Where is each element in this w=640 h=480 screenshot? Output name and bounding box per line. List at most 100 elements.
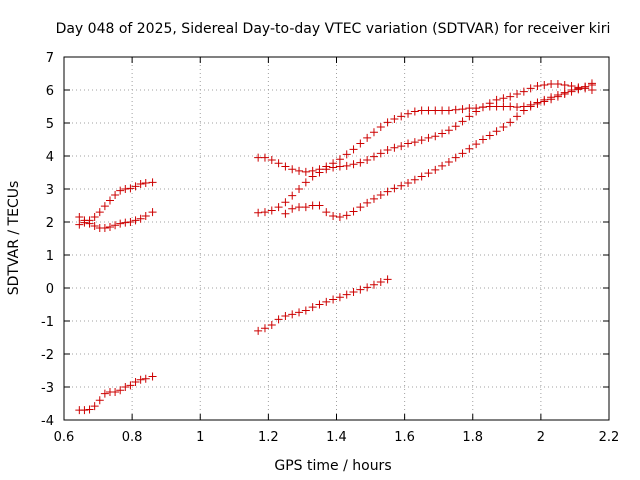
data-point: [451, 122, 460, 131]
data-point: [281, 209, 290, 218]
data-point: [131, 182, 140, 191]
data-point: [131, 378, 140, 387]
data-point: [472, 107, 481, 116]
data-point: [404, 139, 413, 148]
data-point: [424, 169, 433, 178]
data-point: [121, 383, 130, 391]
data-point: [288, 165, 297, 174]
data-point: [121, 218, 130, 227]
data-point: [136, 375, 145, 384]
data-point: [267, 206, 276, 215]
data-point: [260, 153, 269, 162]
data-point: [410, 175, 419, 184]
data-point: [397, 181, 406, 190]
data-point: [274, 159, 283, 168]
data-point: [349, 145, 358, 154]
data-point: [85, 405, 94, 414]
data-point: [349, 287, 358, 296]
data-point: [404, 109, 413, 118]
data-point: [560, 81, 569, 90]
data-point: [465, 144, 474, 153]
data-point: [281, 198, 290, 207]
series-track-f-bottom: [281, 79, 596, 222]
data-point: [254, 153, 263, 162]
data-point: [121, 185, 130, 193]
data-point: [519, 106, 528, 115]
data-point: [100, 389, 109, 398]
data-point: [95, 396, 104, 405]
data-point: [458, 149, 467, 158]
data-point: [148, 372, 157, 381]
data-point: [424, 133, 433, 142]
data-point: [274, 315, 283, 324]
data-point: [356, 285, 365, 294]
data-point: [431, 132, 440, 141]
data-point: [131, 216, 140, 225]
data-point: [126, 381, 135, 390]
x-tick-label: 2: [537, 430, 545, 445]
data-point: [105, 222, 114, 231]
data-point: [80, 406, 89, 415]
data-point: [397, 112, 406, 121]
data-point: [383, 275, 392, 284]
data-point: [335, 162, 344, 171]
data-point: [281, 312, 290, 321]
data-point: [363, 155, 372, 164]
data-point: [390, 184, 399, 193]
data-point: [295, 166, 304, 175]
data-point: [301, 167, 310, 176]
series-track-c-low: [254, 275, 392, 335]
data-point: [465, 104, 474, 113]
y-tick-label: 5: [46, 117, 54, 132]
data-point: [148, 178, 157, 187]
series-track-b-negative: [75, 372, 157, 415]
data-point: [254, 326, 263, 335]
data-point: [301, 203, 310, 212]
data-point: [141, 374, 150, 383]
data-point: [472, 140, 481, 149]
y-tick-label: 0: [46, 282, 54, 297]
data-point: [288, 204, 297, 213]
data-point: [383, 146, 392, 155]
data-point: [451, 153, 460, 162]
data-point: [342, 161, 351, 170]
data-point: [349, 160, 358, 169]
data-point: [417, 106, 426, 115]
data-point: [342, 211, 351, 220]
data-points: [75, 79, 596, 415]
data-point: [417, 172, 426, 181]
data-point: [492, 127, 501, 136]
data-point: [553, 80, 562, 89]
data-point: [526, 84, 535, 93]
data-point: [369, 194, 378, 203]
tick-labels: 0.6 0.8 1 1.2 1.4 1.6 1.8 2 2.2 -4 -3 -2 -1 0 1 2 3 4 5 6 7: [41, 51, 619, 445]
data-point: [322, 165, 331, 174]
data-point: [369, 128, 378, 137]
data-point: [329, 212, 338, 221]
axis-ticks: [63, 56, 610, 421]
data-point: [526, 102, 535, 111]
data-point: [335, 155, 344, 164]
data-point: [111, 387, 120, 396]
data-point: [424, 106, 433, 115]
data-point: [136, 180, 145, 189]
data-point: [356, 203, 365, 212]
data-point: [438, 106, 447, 115]
data-point: [308, 201, 317, 210]
data-point: [100, 202, 109, 211]
data-point: [75, 220, 84, 229]
data-point: [499, 94, 508, 103]
data-point: [254, 208, 263, 217]
y-tick-label: -1: [41, 315, 54, 330]
data-point: [369, 152, 378, 161]
data-point: [308, 172, 317, 181]
data-point: [369, 280, 378, 289]
series-track-e-middle: [254, 80, 596, 217]
data-point: [274, 203, 283, 212]
data-point: [431, 106, 440, 115]
data-point: [111, 190, 120, 199]
data-point: [288, 191, 297, 200]
chart-title: Day 048 of 2025, Sidereal Day-to-day VTE…: [56, 21, 611, 37]
data-point: [267, 320, 276, 329]
data-point: [410, 138, 419, 147]
